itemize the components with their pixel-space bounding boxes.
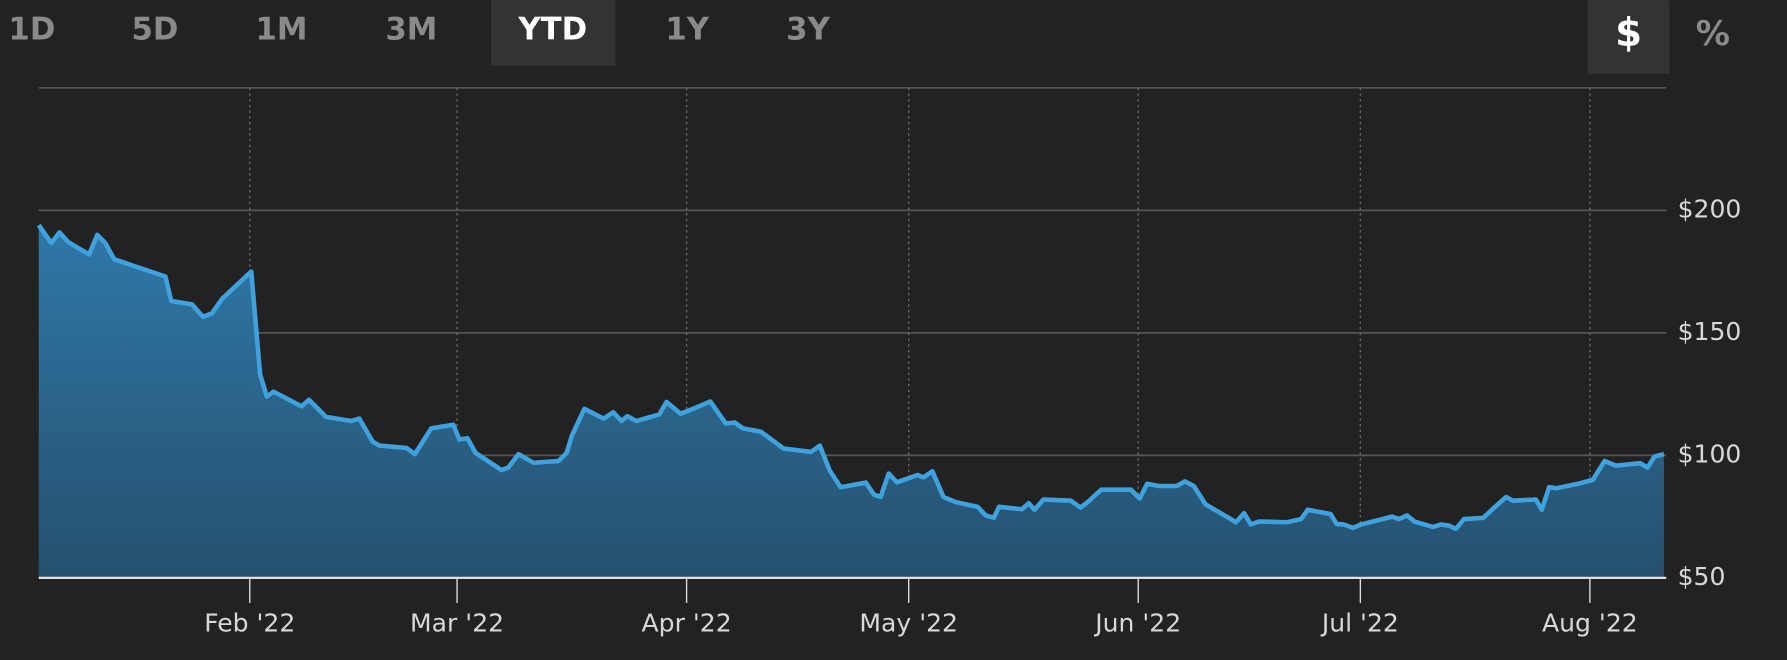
range-button-bg — [491, 0, 616, 67]
unit-button-bg — [1587, 0, 1670, 75]
range-button[interactable]: 1M — [255, 11, 307, 47]
unit-button[interactable]: $ — [1587, 0, 1670, 75]
x-tick-label: Feb '22 — [204, 609, 295, 638]
x-tick-label: Aug '22 — [1542, 609, 1638, 638]
range-button-label: 1M — [255, 11, 307, 47]
x-tick-label: Apr '22 — [642, 609, 732, 638]
y-tick-label: $50 — [1678, 562, 1726, 591]
range-button[interactable]: 5D — [132, 11, 179, 47]
range-button-label: 5D — [132, 11, 179, 47]
x-tick-label: Mar '22 — [410, 609, 504, 638]
range-button[interactable]: 1Y — [665, 11, 709, 47]
range-button[interactable]: 3Y — [786, 11, 830, 47]
unit-button-label: % — [1696, 14, 1730, 54]
range-button-label: 3Y — [786, 11, 830, 47]
unit-button[interactable]: % — [1696, 14, 1730, 54]
range-button-label: 1D — [8, 11, 55, 47]
unit-button-label: $ — [1615, 11, 1642, 56]
range-button-label: YTD — [517, 11, 587, 47]
y-tick-label: $200 — [1678, 194, 1742, 223]
range-button-label: 3M — [385, 11, 437, 47]
range-button[interactable]: 3M — [385, 11, 437, 47]
x-tick-label: Jul '22 — [1320, 609, 1399, 638]
range-button[interactable]: 1D — [8, 11, 55, 47]
range-button-label: 1Y — [665, 11, 709, 47]
plot: $50 $100 $150 $200 Feb '22 Mar '22 Apr '22 May … — [36, 87, 1742, 638]
x-tick-label: May '22 — [859, 609, 958, 638]
range-button[interactable]: YTD — [491, 0, 616, 67]
controls: 1D 5D 1M 3M YTD 1Y 3Y $% — [8, 0, 1730, 75]
y-tick-label: $100 — [1678, 439, 1742, 468]
price-line — [36, 223, 1665, 532]
area-fill — [38, 225, 1664, 578]
y-tick-label: $150 — [1678, 317, 1742, 346]
x-tick-label: Jun '22 — [1093, 609, 1181, 638]
